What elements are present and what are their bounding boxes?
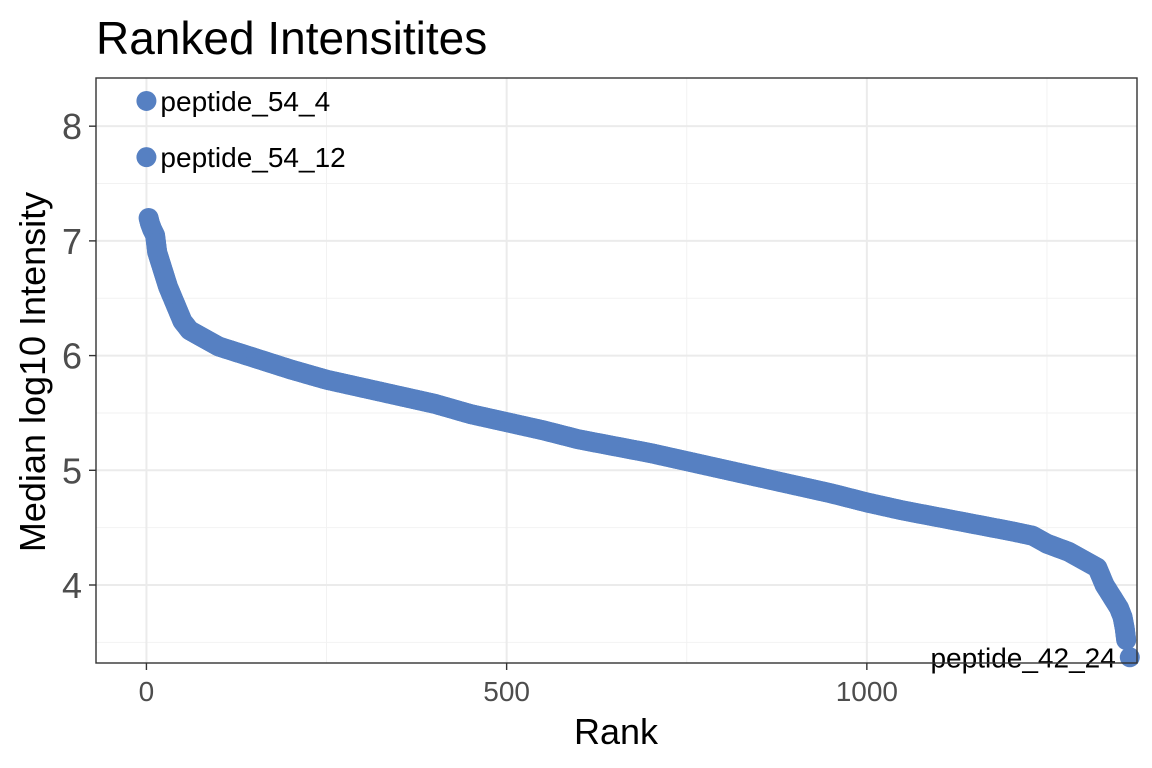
data-points: [136, 90, 1140, 668]
point-labels: peptide_54_4 peptide_54_12 peptide_42_24: [160, 86, 1115, 673]
y-tick-label: 7: [62, 221, 82, 262]
data-point: [1116, 630, 1137, 651]
labeled-data-point: [136, 147, 157, 168]
y-tick-label: 8: [62, 106, 82, 147]
minor-gridlines: [96, 78, 1137, 663]
y-axis: 4 5 6 7 8: [62, 106, 96, 606]
y-tick-label: 6: [62, 336, 82, 377]
point-label: peptide_54_12: [160, 142, 345, 173]
x-tick-label: 0: [139, 676, 155, 707]
plot-border: [95, 77, 1138, 664]
x-axis-title: Rank: [574, 711, 659, 752]
y-axis-title: Median log10 Intensity: [12, 192, 53, 552]
y-tick-label: 5: [62, 450, 82, 491]
labeled-data-point: [136, 90, 157, 111]
chart-title: Ranked Intensitites: [96, 12, 487, 64]
point-label: peptide_42_24: [930, 642, 1115, 673]
x-tick-label: 1000: [836, 676, 898, 707]
labeled-data-point: [1119, 647, 1140, 668]
point-label: peptide_54_4: [160, 86, 330, 117]
y-tick-label: 4: [62, 565, 82, 606]
x-tick-label: 500: [483, 676, 530, 707]
major-gridlines: [96, 78, 1137, 663]
x-axis: 0 500 1000: [139, 663, 898, 707]
